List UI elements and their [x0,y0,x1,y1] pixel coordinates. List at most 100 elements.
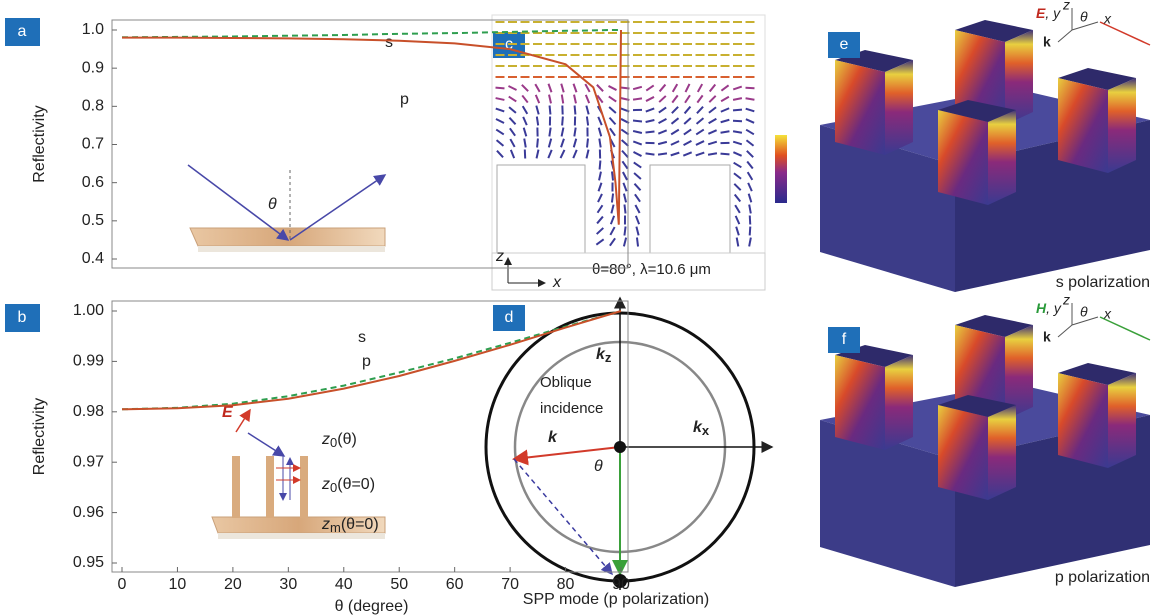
field-arrow [612,194,613,203]
t: (θ=0) [341,516,379,533]
field-arrow [562,95,563,104]
axis-label: k [1043,34,1051,50]
block-face [885,60,913,155]
axis-label: z [1062,0,1070,13]
x-tick-label: 70 [501,576,519,593]
t: x [702,423,710,438]
text: incidence [540,400,603,417]
axis-label: θ [1080,9,1088,25]
field-arrow [550,106,551,115]
colorbar [775,135,787,203]
field-arrow [496,88,505,89]
field-arrow [646,132,655,133]
block-face [988,110,1016,205]
axis-label: z [495,248,504,265]
field-arrow [721,131,730,132]
block-face [885,355,913,450]
field-arrow [587,139,588,148]
x-tick-label: 80 [557,576,575,593]
inset-a: θ [188,165,385,252]
field-arrow [600,161,601,170]
panel-label: d [505,309,514,326]
field-arrow [587,117,588,126]
pillar [497,165,585,253]
field-arrow [658,153,667,154]
field-label: E, y [1036,5,1061,21]
arrow [1058,325,1072,337]
panel-label: a [18,23,27,40]
series-name: p [400,91,409,108]
field-arrow [624,205,625,214]
panel-e: E, yzθxks polarizatione [820,0,1150,292]
axis-label: x [1103,306,1112,322]
panel-f: H, yzθxkp polarizationf [820,292,1150,587]
text: k [548,429,558,446]
field-rest: , y [1045,5,1061,21]
field-arrow [575,106,576,115]
field-arrow [549,128,550,137]
y-tick-label: 0.95 [73,554,104,571]
t: z [605,350,612,365]
panel-label: f [842,331,847,348]
t: (θ) [337,431,357,448]
field-arrow [637,238,638,247]
field-arrow [633,98,642,99]
field-label: H, y [1036,300,1062,316]
y-tick-label: 0.7 [82,136,104,153]
arrow [1058,30,1072,42]
y-tick-label: 1.0 [82,21,104,38]
field-arrow [624,227,625,236]
t: m [330,520,341,535]
y-tick-label: 0.99 [73,353,104,370]
field-arrow [537,139,538,148]
axis-label: x [552,274,562,291]
series-name: s [358,329,366,346]
y-tick-label: 0.96 [73,504,104,521]
inset-text: z0(θ) [321,431,357,450]
x-tick-label: 0 [118,576,127,593]
field-arrow [646,153,655,154]
panel-label: e [840,36,849,53]
t: 0 [330,435,337,450]
field-arrow [599,139,600,148]
panel-d: kz Oblique incidence k kx θ SPP mode (p … [486,298,772,608]
x-tick-label: 50 [390,576,408,593]
x-axis-label: θ (degree) [335,598,409,615]
field-arrow [633,121,642,122]
block-face [1108,78,1136,173]
inset-text: θ [268,196,277,213]
field-arrow [574,128,575,137]
inset-text: zm(θ=0) [321,516,379,535]
y-axis-label: Reflectivity [31,398,48,475]
text: Oblique [540,374,592,391]
y-axis-label: Reflectivity [31,105,48,182]
y-tick-label: 1.00 [73,302,104,319]
t: z [321,476,330,493]
x-tick-label: 90 [612,576,630,593]
text: θ [594,458,603,475]
caption: θ=80°, λ=10.6 μm [592,261,711,278]
field-arrow [750,227,751,236]
series-name: s [385,34,393,51]
axis-label: kz [596,346,612,365]
inset-text: z0(θ=0) [321,476,375,495]
caption: s polarization [1056,274,1150,291]
y-tick-label: 0.5 [82,212,104,229]
axis-label: θ [1080,304,1088,320]
caption: p polarization [1055,569,1150,586]
block-face [988,405,1016,500]
block-face [835,60,885,155]
field-arrow [537,117,538,126]
inset-text: E [222,404,234,421]
x-tick-label: 40 [335,576,353,593]
y-tick-label: 0.4 [82,250,104,267]
x-tick-label: 10 [169,576,187,593]
block-face [938,110,988,205]
y-tick-label: 0.98 [73,403,104,420]
caption: SPP mode (p polarization) [523,591,709,608]
field-arrow [721,154,730,155]
axis-label: k [1043,329,1051,345]
y-tick-label: 0.9 [82,59,104,76]
y-tick-label: 0.97 [73,453,104,470]
figure: θ E z0(θ) z0(θ=0) zm(θ=0) z x θ=80°, λ=1… [0,0,1155,615]
